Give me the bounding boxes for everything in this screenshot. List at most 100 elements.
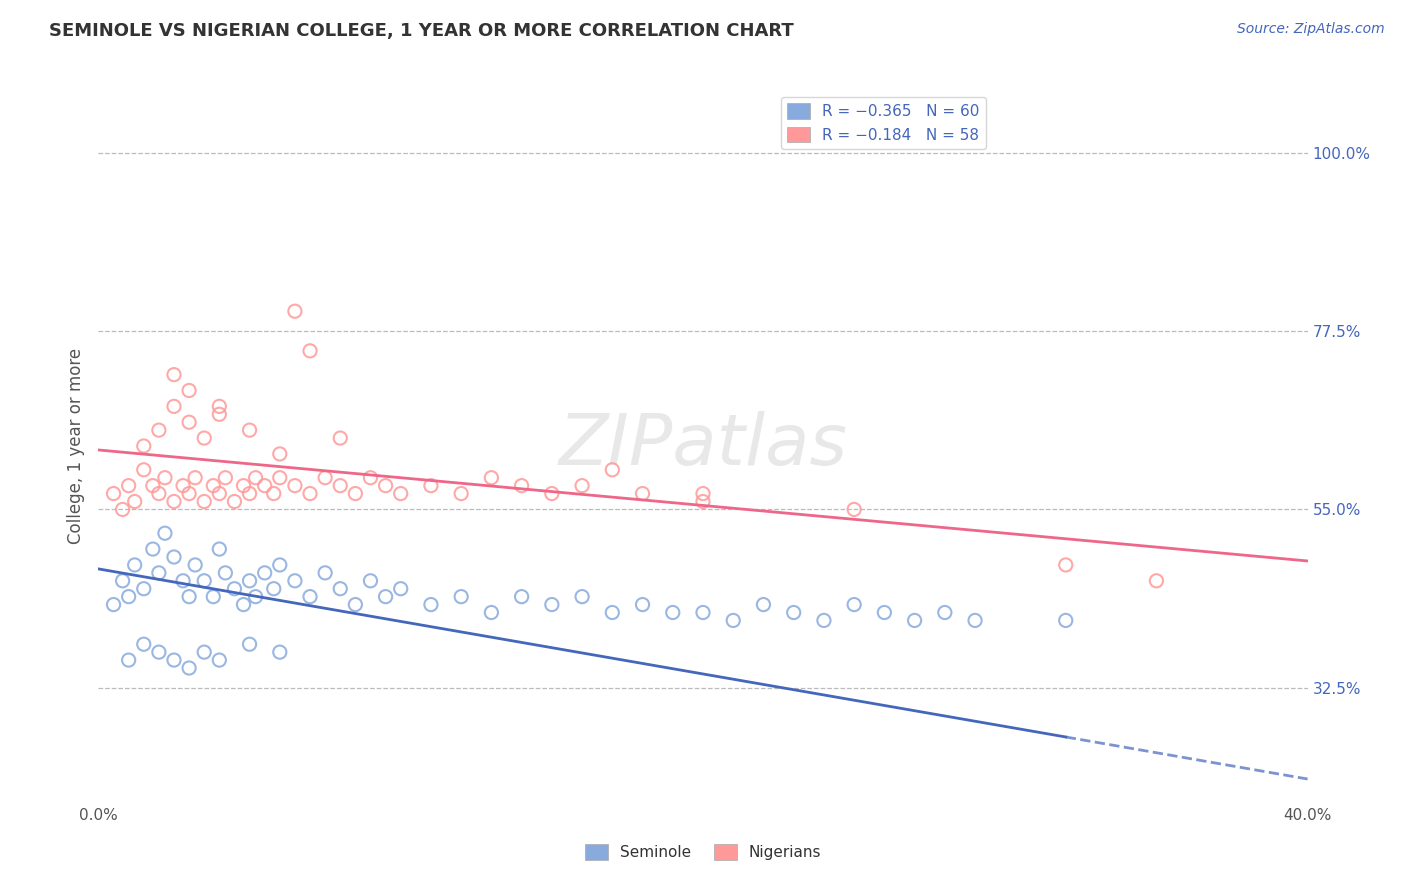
Point <box>314 471 336 485</box>
Text: ZIPatlas: ZIPatlas <box>558 411 848 481</box>
Point <box>163 368 186 382</box>
Point <box>253 566 276 580</box>
Point <box>184 558 207 572</box>
Point <box>692 494 714 508</box>
Point <box>172 574 194 588</box>
Point <box>208 400 231 414</box>
Point <box>510 590 533 604</box>
Point <box>148 423 170 437</box>
Point <box>239 423 262 437</box>
Point <box>844 598 866 612</box>
Point <box>263 582 285 596</box>
Point <box>208 407 231 421</box>
Point <box>193 431 215 445</box>
Point <box>299 343 322 358</box>
Point <box>1054 614 1077 628</box>
Point <box>132 637 155 651</box>
Point <box>148 566 170 580</box>
Point <box>661 606 683 620</box>
Point <box>111 574 134 588</box>
Point <box>163 653 186 667</box>
Point <box>214 471 236 485</box>
Point <box>179 486 201 500</box>
Point <box>723 614 745 628</box>
Point <box>965 614 987 628</box>
Point <box>148 645 170 659</box>
Point <box>132 582 155 596</box>
Point <box>148 486 170 500</box>
Point <box>132 439 155 453</box>
Point <box>232 478 254 492</box>
Point <box>284 304 307 318</box>
Point <box>239 637 262 651</box>
Point <box>752 598 775 612</box>
Point <box>202 590 225 604</box>
Point <box>142 542 165 557</box>
Point <box>692 606 714 620</box>
Point <box>602 606 624 620</box>
Point <box>224 494 246 508</box>
Point <box>360 471 382 485</box>
Point <box>118 653 141 667</box>
Legend: Seminole, Nigerians: Seminole, Nigerians <box>578 838 828 866</box>
Point <box>692 486 714 500</box>
Point <box>179 661 201 675</box>
Point <box>245 590 267 604</box>
Point <box>374 478 396 492</box>
Point <box>481 606 503 620</box>
Point <box>163 549 186 564</box>
Point <box>873 606 896 620</box>
Point <box>214 566 236 580</box>
Point <box>269 645 291 659</box>
Point <box>179 415 201 429</box>
Point <box>510 478 533 492</box>
Point <box>184 471 207 485</box>
Point <box>269 447 291 461</box>
Point <box>163 494 186 508</box>
Point <box>103 598 125 612</box>
Point <box>631 486 654 500</box>
Point <box>540 598 562 612</box>
Point <box>571 478 593 492</box>
Point <box>284 478 307 492</box>
Point <box>153 526 176 541</box>
Point <box>374 590 396 604</box>
Point <box>245 471 267 485</box>
Point <box>299 590 322 604</box>
Point <box>142 478 165 492</box>
Point <box>284 574 307 588</box>
Point <box>208 542 231 557</box>
Point <box>389 582 412 596</box>
Point <box>269 471 291 485</box>
Point <box>450 486 472 500</box>
Point <box>844 502 866 516</box>
Point <box>344 598 367 612</box>
Point <box>124 494 146 508</box>
Point <box>360 574 382 588</box>
Point <box>813 614 835 628</box>
Point <box>420 598 443 612</box>
Point <box>153 471 176 485</box>
Point <box>118 478 141 492</box>
Point <box>202 478 225 492</box>
Point <box>389 486 412 500</box>
Point <box>571 590 593 604</box>
Point <box>329 582 352 596</box>
Point <box>481 471 503 485</box>
Y-axis label: College, 1 year or more: College, 1 year or more <box>66 348 84 544</box>
Point <box>111 502 134 516</box>
Text: SEMINOLE VS NIGERIAN COLLEGE, 1 YEAR OR MORE CORRELATION CHART: SEMINOLE VS NIGERIAN COLLEGE, 1 YEAR OR … <box>49 22 794 40</box>
Point <box>783 606 806 620</box>
Point <box>224 582 246 596</box>
Point <box>193 574 215 588</box>
Text: Source: ZipAtlas.com: Source: ZipAtlas.com <box>1237 22 1385 37</box>
Point <box>450 590 472 604</box>
Point <box>179 590 201 604</box>
Point <box>172 478 194 492</box>
Point <box>420 478 443 492</box>
Point <box>904 614 927 628</box>
Point <box>163 400 186 414</box>
Point <box>329 478 352 492</box>
Point <box>253 478 276 492</box>
Point <box>631 598 654 612</box>
